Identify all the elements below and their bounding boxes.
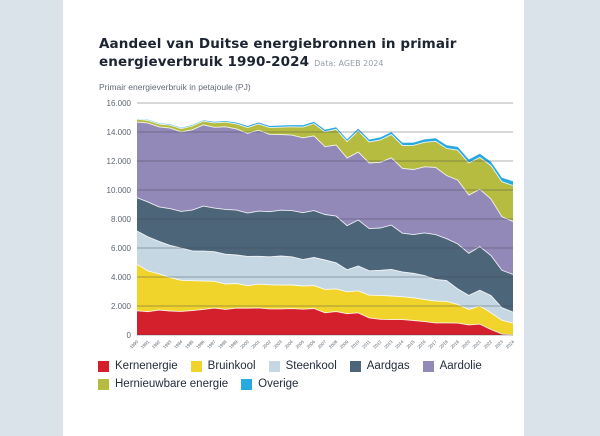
area-bruinkool	[137, 264, 513, 335]
legend-item-overige: Overige	[241, 378, 298, 390]
x-tick-label: 2021	[472, 339, 483, 350]
legend-swatch-hernieuwbare-energie	[98, 378, 109, 390]
x-tick-label: 2019	[449, 339, 460, 350]
x-tick-label: 2000	[239, 339, 250, 350]
page-title-line1: Aandeel van Duitse energiebronnen in pri…	[99, 36, 457, 53]
x-tick-label: 2013	[383, 339, 394, 350]
x-tick-label: 1991	[140, 339, 151, 350]
legend-swatch-aardolie	[422, 360, 434, 372]
chart-subtitle: Primair energieverbruik in petajoule (PJ…	[99, 82, 251, 92]
x-tick-label: 1997	[206, 339, 217, 350]
x-tick-label: 2004	[284, 339, 295, 350]
chart-areas	[137, 118, 513, 335]
y-tick-label: 6.000	[111, 244, 132, 253]
area-aardgas	[137, 197, 513, 313]
x-tick-label: 2016	[416, 339, 427, 350]
legend-item-kernenergie: Kernenergie	[98, 360, 178, 372]
data-source-label: Data: AGEB 2024	[314, 59, 384, 69]
x-tick-label: 2005	[295, 339, 306, 350]
legend-label: Bruinkool	[207, 360, 256, 372]
x-tick-label: 1996	[195, 339, 206, 350]
gridlines	[137, 102, 513, 336]
x-tick-label: 2012	[372, 339, 383, 350]
x-tick-label: 2022	[483, 339, 494, 350]
y-tick-label: 14.000	[107, 128, 132, 137]
x-tick-label: 2006	[306, 339, 317, 350]
x-tick-label: 2018	[438, 339, 449, 350]
topline-bruinkool	[136, 264, 514, 324]
x-axis-labels: 1990 1991 1992 1993 1994 1995 1996 1997 1998 1999…	[129, 339, 516, 350]
x-tick-label: 2001	[250, 339, 261, 350]
legend-swatch-kernenergie	[98, 360, 109, 372]
x-tick-label: 1994	[173, 339, 184, 350]
legend-label: Aardgas	[366, 360, 410, 372]
topline-steenkool	[136, 230, 514, 313]
legend-label: Steenkool	[285, 360, 337, 372]
x-tick-label: 2015	[405, 339, 416, 350]
legend-swatch-steenkool	[268, 360, 280, 372]
x-tick-label: 2014	[394, 339, 405, 350]
legend-item-steenkool: Steenkool	[268, 360, 337, 372]
legend-swatch-overige	[241, 378, 253, 390]
x-tick-label: 2009	[339, 339, 350, 350]
y-tick-label: 16.000	[107, 99, 132, 108]
x-tick-label: 1992	[151, 339, 162, 350]
x-tick-label: 2003	[273, 339, 284, 350]
area-hernieuwbare-energie	[137, 119, 513, 222]
x-tick-label: 2023	[494, 339, 505, 350]
x-tick-label: 1999	[228, 339, 239, 350]
legend-item-bruinkool: Bruinkool	[190, 360, 256, 372]
legend-label: Kernenergie	[115, 360, 178, 372]
legend-swatch-bruinkool	[190, 360, 202, 372]
area-aardolie	[137, 122, 513, 275]
topline-kernenergie	[136, 307, 514, 336]
legend-label: Hernieuwbare energie	[115, 378, 229, 390]
legend-label: Aardolie	[439, 360, 482, 372]
x-tick-label: 1995	[184, 339, 195, 350]
x-tick-label: 1993	[162, 339, 173, 350]
x-tick-label: 2007	[317, 339, 328, 350]
y-tick-label: 12.000	[107, 157, 132, 166]
legend-item-hernieuwbare-energie: Hernieuwbare energie	[98, 378, 228, 390]
x-tick-label: 2020	[461, 339, 472, 350]
x-tick-label: 1990	[129, 339, 140, 350]
legend-item-aardgas: Aardgas	[349, 360, 410, 372]
x-tick-label: 2017	[427, 339, 438, 350]
legend-swatch-aardgas	[349, 360, 361, 372]
topline-aardgas	[136, 197, 514, 275]
page-title-line2: energieverbruik 1990-2024	[99, 54, 310, 71]
page-title: Aandeel van Duitse energiebronnen in pri…	[99, 35, 499, 71]
x-tick-label: 2008	[328, 339, 339, 350]
x-tick-label: 2010	[350, 339, 361, 350]
y-tick-label: 8.000	[111, 215, 132, 224]
y-tick-label: 0	[127, 331, 132, 340]
legend-item-aardolie: Aardolie	[422, 360, 482, 372]
x-tick-label: 2024	[505, 339, 516, 350]
y-tick-label: 2.000	[111, 302, 132, 311]
x-tick-label: 2011	[361, 339, 372, 350]
y-axis-labels: 16.000 14.000 12.000 10.000 8.000 6.000 4.000 2…	[107, 99, 132, 340]
x-tick-label: 2002	[261, 339, 272, 350]
y-tick-label: 10.000	[107, 186, 132, 195]
topline-aardolie	[136, 121, 514, 222]
chart-legend: Kernenergie Bruinkool Steenkool Aardgas Aard…	[98, 360, 534, 390]
y-tick-label: 4.000	[111, 273, 132, 282]
x-tick-label: 1998	[217, 339, 228, 350]
legend-label: Overige	[258, 378, 299, 390]
area-kernenergie	[137, 307, 513, 335]
